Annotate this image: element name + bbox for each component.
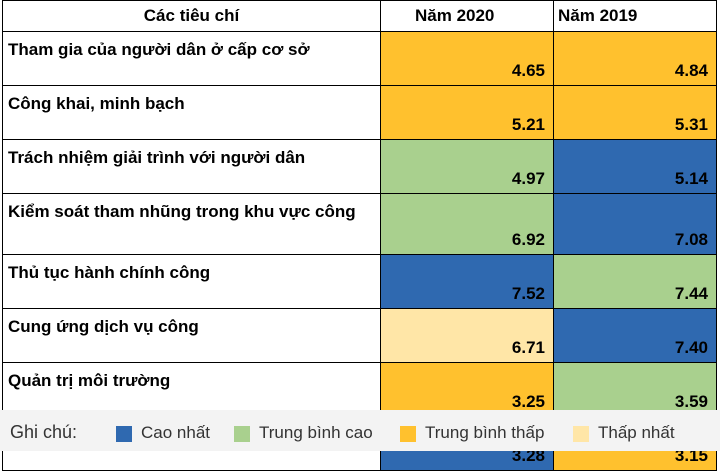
score-2019-cell: 5.14 [553,139,717,194]
table-row: Thủ tục hành chính công 7.52 7.44 [2,254,717,309]
criteria-cell: Quản trị môi trường [2,362,381,417]
legend-swatch-mid-low [400,426,416,442]
score-2020-cell: 3.25 [380,362,554,417]
criteria-cell: Kiểm soát tham nhũng trong khu vực công [2,193,381,255]
legend-title: Ghi chú: [10,422,78,442]
legend-label-lowest: Thấp nhất [598,423,675,442]
table-row: Quản trị môi trường 3.25 3.59 [2,362,717,417]
score-2020-cell: 6.71 [380,308,554,363]
score-2020-cell: 7.52 [380,254,554,309]
legend-swatch-mid-high [234,426,250,442]
score-2020-cell: 5.21 [380,85,554,140]
score-2019-cell: 4.84 [553,31,717,86]
score-2020-cell: 4.97 [380,139,554,194]
score-2020-cell: 4.65 [380,31,554,86]
score-2019-cell: 7.40 [553,308,717,363]
legend-swatch-highest [116,426,132,442]
header-year-2019: Năm 2019 [553,0,717,32]
legend-swatch-lowest [573,426,589,442]
legend-label-highest: Cao nhất [141,423,210,442]
legend: Ghi chú: Cao nhất Trung bình cao Trung b… [0,410,720,451]
table-row: Cung ứng dịch vụ công 6.71 7.40 [2,308,717,363]
criteria-cell: Trách nhiệm giải trình với người dân [2,139,381,194]
score-2019-cell: 5.31 [553,85,717,140]
header-row: Các tiêu chí Năm 2020 Năm 2019 [2,0,717,32]
criteria-cell: Thủ tục hành chính công [2,254,381,309]
table-row: Trách nhiệm giải trình với người dân 4.9… [2,139,717,194]
criteria-cell: Tham gia của người dân ở cấp cơ sở [2,31,381,86]
table-row: Tham gia của người dân ở cấp cơ sở 4.65 … [2,31,717,86]
score-2019-cell: 7.08 [553,193,717,255]
criteria-cell: Cung ứng dịch vụ công [2,308,381,363]
score-2019-cell: 7.44 [553,254,717,309]
legend-label-mid-low: Trung bình thấp [425,423,545,442]
table-row: Kiểm soát tham nhũng trong khu vực công … [2,193,717,255]
legend-label-mid-high: Trung bình cao [259,423,373,442]
header-year-2020: Năm 2020 [380,0,554,32]
score-2020-cell: 6.92 [380,193,554,255]
header-criteria: Các tiêu chí [2,0,381,32]
score-2019-cell: 3.59 [553,362,717,417]
table-row: Công khai, minh bạch 5.21 5.31 [2,85,717,140]
criteria-cell: Công khai, minh bạch [2,85,381,140]
